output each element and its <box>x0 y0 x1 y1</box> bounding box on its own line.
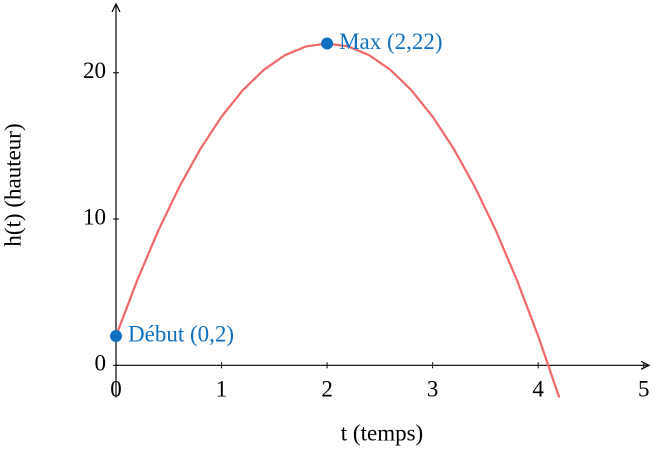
x-tick-label: 4 <box>532 377 544 402</box>
y-tick-label: 0 <box>95 351 107 376</box>
x-tick-label: 1 <box>216 377 228 402</box>
y-axis-label: h(t) (hauteur) <box>0 123 25 246</box>
x-tick-label: 5 <box>638 377 650 402</box>
x-axis-label: t (temps) <box>341 420 423 445</box>
y-tick-label: 20 <box>83 58 106 83</box>
y-tick-label: 10 <box>83 204 106 229</box>
x-tick-label: 2 <box>321 377 333 402</box>
point <box>321 37 334 50</box>
x-tick-label: 0 <box>110 377 122 402</box>
point-label: Début (0,2) <box>128 321 234 346</box>
x-tick-label: 3 <box>427 377 439 402</box>
curve <box>114 42 561 398</box>
point-label: Max (2,22) <box>339 29 442 54</box>
point <box>110 330 122 343</box>
